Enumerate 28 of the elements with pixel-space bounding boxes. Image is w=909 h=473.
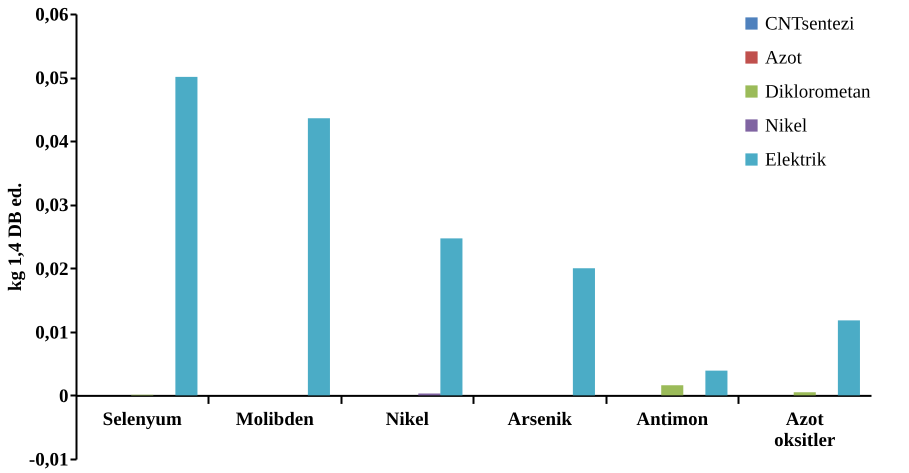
x-tick-label: Nikel	[386, 408, 429, 430]
bar	[440, 238, 462, 396]
bar	[308, 118, 330, 396]
bar	[705, 370, 728, 396]
y-tick-label: 0,06	[35, 4, 68, 26]
y-tick-label: 0,01	[35, 322, 68, 344]
y-tick-label: 0,04	[35, 132, 69, 153]
y-axis-title: kg 1,4 DB ed.	[4, 182, 26, 292]
bar	[661, 385, 684, 396]
legend-label: Elektrik	[765, 150, 827, 170]
y-tick-label: 0,03	[35, 195, 68, 216]
legend-label: Nikel	[765, 116, 808, 136]
y-tick-label: 0,02	[35, 258, 68, 280]
y-tick-label: 0	[59, 386, 68, 407]
legend-label: Azot	[765, 48, 803, 68]
x-tick-label: Arsenik	[508, 408, 572, 430]
legend-label: CNTsentezi	[765, 14, 854, 34]
bar	[838, 320, 860, 396]
bar	[794, 392, 816, 396]
legend-label: Diklorometan	[765, 82, 872, 102]
y-tick-label: 0,05	[35, 68, 68, 90]
x-tick-label: Antimon	[636, 408, 709, 430]
bar	[175, 76, 198, 396]
y-tick-label: -0,01	[28, 450, 68, 470]
x-tick-label: Selenyum	[102, 408, 182, 430]
x-tick-label: Azot oksitler	[774, 408, 836, 451]
bar	[572, 268, 595, 396]
x-tick-label: Molibden	[236, 408, 314, 430]
